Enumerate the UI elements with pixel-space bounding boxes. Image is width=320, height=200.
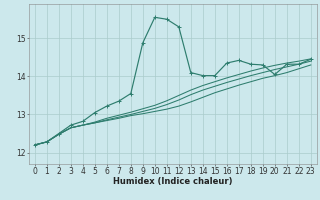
X-axis label: Humidex (Indice chaleur): Humidex (Indice chaleur): [113, 177, 233, 186]
